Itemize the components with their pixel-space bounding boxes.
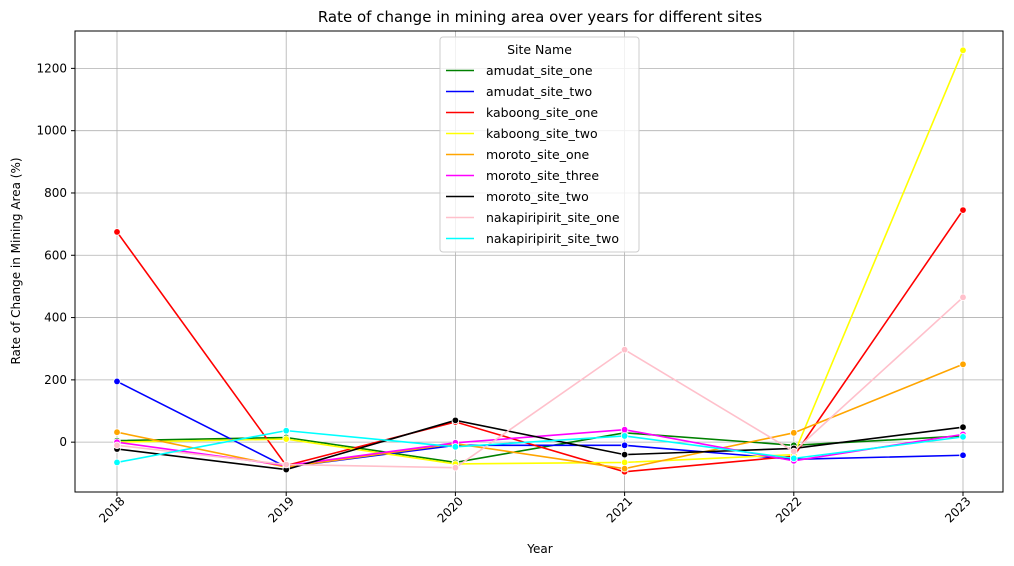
data-point-amudat_site_two — [620, 441, 629, 449]
y-tick-label: 1000 — [36, 124, 67, 138]
y-tick-label: 400 — [44, 311, 67, 325]
chart-title: Rate of change in mining area over years… — [318, 8, 762, 26]
x-tick-label: 2022 — [773, 494, 804, 525]
y-tick-label: 1200 — [36, 61, 67, 75]
legend-entry-label: kaboong_site_one — [486, 105, 598, 120]
y-tick-label: 800 — [44, 186, 67, 200]
data-point-kaboong_site_one — [113, 228, 121, 236]
x-tick-label: 2023 — [942, 494, 973, 525]
data-point-moroto_site_one — [959, 360, 967, 368]
series-line-nakapiripirit_site_one — [116, 296, 964, 469]
data-point-moroto_site_three — [620, 426, 629, 434]
series-line-amudat_site_two — [116, 380, 964, 468]
series-line-kaboong_site_one — [116, 209, 964, 473]
data-point-moroto_site_two — [959, 423, 967, 431]
y-tick-label: 0 — [59, 435, 67, 449]
series-lines — [116, 50, 964, 473]
data-point-kaboong_site_two — [620, 458, 629, 467]
data-point-nakapiripirit_site_one — [790, 447, 798, 456]
data-point-nakapiripirit_site_one — [959, 293, 967, 302]
data-point-nakapiripirit_site_two — [620, 432, 629, 440]
data-point-moroto_site_one — [620, 464, 629, 473]
data-point-nakapiripirit_site_two — [113, 458, 121, 467]
data-point-amudat_site_two — [959, 451, 967, 459]
data-point-kaboong_site_two — [282, 435, 290, 443]
x-tick-label: 2019 — [265, 494, 296, 525]
data-point-moroto_site_two — [451, 416, 460, 425]
plot-frame — [74, 30, 1004, 493]
series-points — [113, 46, 967, 476]
series-line-moroto_site_two — [116, 419, 964, 471]
data-point-nakapiripirit_site_one — [451, 464, 460, 472]
x-tick-label: 2018 — [96, 494, 127, 525]
series-line-nakapiripirit_site_two — [116, 429, 964, 464]
data-point-nakapiripirit_site_one — [282, 460, 290, 469]
data-point-kaboong_site_one — [959, 206, 967, 214]
data-point-moroto_site_two — [620, 450, 629, 459]
data-point-nakapiripirit_site_one — [620, 345, 629, 354]
data-point-moroto_site_one — [790, 429, 798, 437]
series-line-kaboong_site_two — [116, 50, 964, 465]
legend-entry-label: moroto_site_one — [486, 147, 590, 162]
legend-title: Site Name — [507, 42, 572, 57]
x-tick-label: 2020 — [435, 494, 466, 525]
legend-entry-label: moroto_site_three — [486, 168, 599, 183]
legend-box — [439, 36, 640, 253]
data-point-nakapiripirit_site_two — [959, 433, 967, 441]
legend-entry-label: amudat_site_two — [486, 84, 592, 99]
x-tick-label: 2021 — [604, 494, 635, 525]
data-point-moroto_site_one — [113, 428, 121, 436]
legend-entry-label: moroto_site_two — [486, 189, 589, 204]
legend-entry-label: nakapiripirit_site_two — [486, 231, 619, 246]
data-point-nakapiripirit_site_two — [790, 454, 798, 463]
legend-entry-label: kaboong_site_two — [486, 126, 598, 141]
legend: Site Name amudat_site_one amudat_site_two… — [439, 36, 640, 253]
x-axis-label: Year — [526, 542, 552, 556]
y-tick-label: 600 — [44, 248, 67, 262]
legend-entry-label: nakapiripirit_site_one — [486, 210, 620, 225]
data-point-kaboong_site_two — [959, 46, 967, 55]
legend-entry-label: amudat_site_one — [486, 63, 593, 78]
y-tick-label: 200 — [44, 373, 67, 387]
data-point-nakapiripirit_site_two — [451, 443, 460, 451]
data-point-nakapiripirit_site_one — [113, 441, 121, 449]
data-point-nakapiripirit_site_two — [282, 426, 290, 435]
y-axis-label: Rate of Change in Mining Area (%) — [9, 157, 23, 364]
data-point-amudat_site_two — [113, 377, 121, 386]
